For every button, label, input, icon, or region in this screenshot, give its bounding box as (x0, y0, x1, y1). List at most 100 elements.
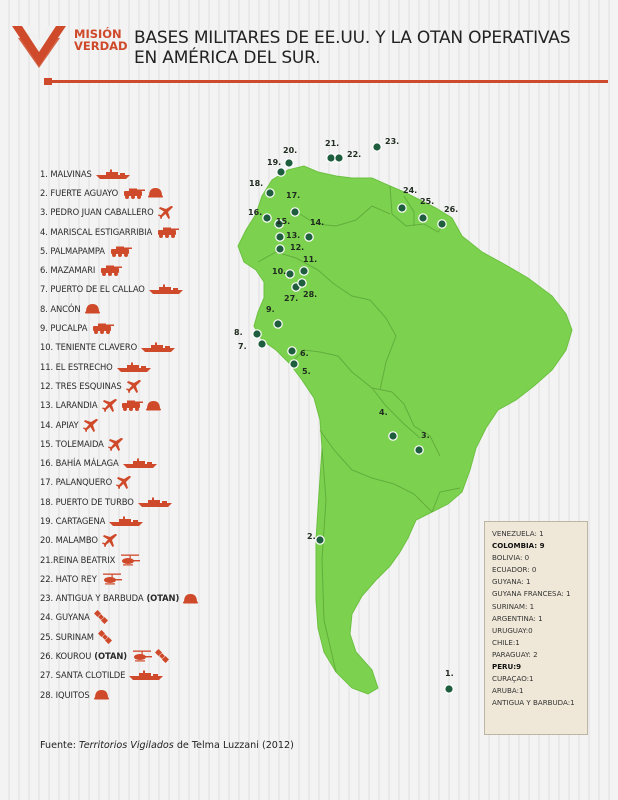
base-marker-label: 6. (300, 349, 309, 358)
legend-item-icons (156, 226, 182, 238)
legend-item-label: 26. KOUROU (40, 651, 92, 662)
legend-item: 19. CARTAGENA (40, 511, 210, 530)
legend-item-label: 4. MARISCAL ESTIGARRIBIA (40, 226, 153, 237)
country-count: URUGUAY:0 (492, 625, 533, 635)
armored-vehicle-icon (101, 265, 123, 277)
legend-item-label: 19. CARTAGENA (40, 515, 106, 526)
base-marker-label: 4. (379, 408, 388, 417)
base-marker-label: 25. (420, 197, 434, 206)
legend-item-label: 18. PUERTO DE TURBO (40, 496, 134, 507)
base-marker-label: 22. (347, 150, 361, 159)
satellite-icon (93, 610, 108, 625)
base-marker-label: 28. (303, 290, 317, 299)
country-count: ECUADOR: 0 (492, 565, 537, 575)
country-count: ARUBA:1 (492, 686, 524, 696)
legend-item: 6. MAZAMARI (40, 260, 210, 279)
otan-tag: (OTAN) (94, 651, 128, 662)
legend-item-label: 20. MALAMBO (40, 535, 98, 546)
legend-item-label: 23. ANTIGUA Y BARBUDA (40, 593, 144, 604)
base-marker-label: 27. (284, 294, 298, 303)
legend-item-icons (93, 610, 110, 625)
legend-item-icons (183, 593, 200, 604)
base-marker-label: 10. (272, 267, 286, 276)
title-line-2: EN AMÉRICA DEL SUR. (134, 48, 321, 68)
legend-item-icons (137, 497, 174, 507)
legend-item: 12. TRES ESQUINAS (40, 376, 210, 395)
base-marker-label: 24. (403, 186, 417, 195)
base-marker (334, 153, 344, 163)
country-count: ANTIGUA Y BARBUDA:1 (492, 698, 575, 708)
header-rule (48, 80, 608, 83)
legend-item-label: 5. PALMAPAMPA (40, 245, 105, 256)
legend-item-label: 25. SURINAM (40, 631, 94, 642)
armored-vehicle-icon (110, 246, 132, 257)
header: MISIÓN VERDAD BASES MILITARES DE EE.UU. … (10, 22, 608, 92)
country-count: VENEZUELA: 1 (492, 529, 544, 538)
legend-item: 15. TOLEMAIDA (40, 434, 210, 453)
legend-item-icons (107, 437, 126, 451)
base-marker (414, 445, 424, 455)
base-markers: 1. 2. 3. 4. 5. 6. 7. 8. 9. 10. 11. 12. 13. 14. 15. 16. 1… (234, 137, 458, 694)
ship-icon (148, 284, 183, 295)
brand-name: MISIÓN VERDAD (74, 28, 128, 52)
legend-item: 17. PALANQUERO (40, 473, 210, 492)
base-marker-label: 8. (234, 328, 243, 337)
base-marker (372, 142, 382, 152)
brand-line-2: VERDAD (74, 39, 128, 53)
legend-item: 26. KOUROU (OTAN) (40, 646, 210, 665)
base-marker-label: 12. (290, 243, 304, 252)
legend-item: 24. GUYANA (40, 608, 210, 627)
legend-item-label: 14. APIAY (40, 419, 79, 430)
base-marker-label: 3. (421, 431, 430, 440)
legend-item-icons (125, 379, 144, 393)
brand-line-1: MISIÓN (74, 27, 122, 41)
legend-item-label: 24. GUYANA (40, 612, 90, 623)
base-marker-label: 20. (283, 146, 297, 155)
helmet-icon (145, 400, 161, 411)
country-count: CHILE:1 (492, 637, 520, 647)
legend-item: 10. TENIENTE CLAVERO (40, 338, 210, 357)
legend-item-label: 11. EL ESTRECHO (40, 361, 113, 372)
legend-item-label: 10. TENIENTE CLAVERO (40, 342, 138, 353)
base-marker (289, 359, 299, 369)
plane-icon (116, 476, 132, 490)
ship-icon (141, 342, 176, 353)
legend-item-label: 16. BAHÍA MÁLAGA (40, 458, 119, 469)
base-marker (285, 269, 295, 279)
base-marker (275, 244, 285, 254)
legend-item-label: 13. LARANDIA (40, 400, 98, 411)
legend-item: 4. MARISCAL ESTIGARRIBIA (40, 222, 210, 241)
legend-item-label: 12. TRES ESQUINAS (40, 380, 122, 391)
legend-item: 7. PUERTO DE EL CALLAO (40, 280, 210, 299)
base-marker-label: 15. (276, 217, 290, 226)
base-marker-label: 11. (303, 255, 317, 264)
helmet-icon (93, 690, 109, 700)
legend-item: 25. SURINAM (40, 627, 210, 646)
base-marker (326, 153, 336, 163)
legend-item: 5. PALMAPAMPA (40, 241, 210, 260)
plane-icon (157, 206, 173, 220)
legend-item-icons (157, 205, 176, 220)
legend-item-icons (101, 398, 163, 413)
legend-item-icons (122, 458, 159, 469)
country-count: ARGENTINA: 1 (492, 613, 543, 623)
base-marker (397, 203, 407, 213)
satellite-icon (97, 629, 112, 644)
legend-item-icons (91, 322, 117, 335)
country-count: GUYANA: 1 (492, 577, 531, 587)
legend-item-icons (97, 629, 114, 644)
plane-icon (82, 418, 98, 432)
base-marker (284, 158, 294, 168)
country-count: BOLIVIA: 0 (492, 553, 530, 563)
mision-verdad-logo-icon (12, 26, 66, 68)
legend-item-label: 17. PALANQUERO (40, 477, 113, 488)
south-america-map: 1. 2. 3. 4. 5. 6. 7. 8. 9. 10. 11. 12. 13. 14. 15. 16. 1… (234, 137, 573, 695)
base-marker (315, 535, 325, 545)
legend-item-icons (119, 554, 143, 566)
legend-item-icons (122, 187, 165, 199)
legend-item-icons (116, 362, 153, 372)
helicopter-icon (133, 650, 153, 662)
legend-item: 28. IQUITOS (40, 685, 210, 704)
base-marker-label: 7. (238, 342, 247, 351)
page-title: BASES MILITARES DE EE.UU. Y LA OTAN OPER… (134, 28, 604, 68)
